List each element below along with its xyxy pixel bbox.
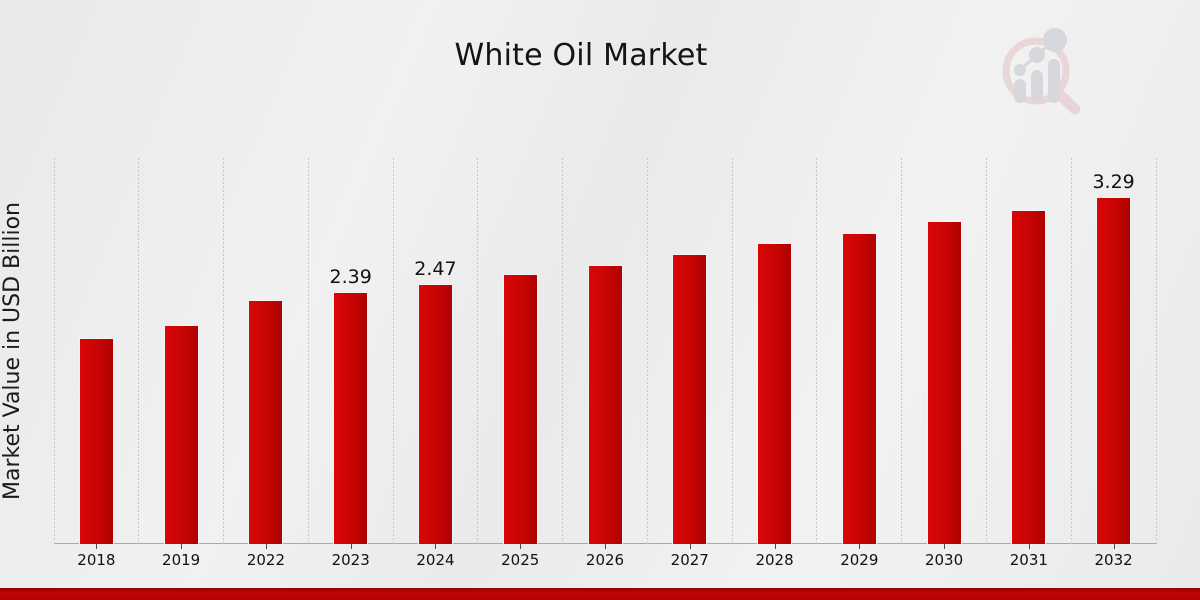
vertical-gridline bbox=[138, 158, 140, 544]
x-axis-label-2031: 2031 bbox=[1009, 551, 1048, 569]
bar-2018 bbox=[78, 338, 114, 544]
bar-2027 bbox=[672, 253, 708, 544]
vertical-gridline bbox=[731, 158, 733, 544]
vertical-gridline bbox=[392, 158, 394, 544]
vertical-gridline bbox=[1155, 158, 1157, 544]
chart-title: White Oil Market bbox=[454, 38, 708, 73]
x-axis-tick bbox=[181, 544, 183, 549]
bar-2031 bbox=[1011, 209, 1047, 544]
x-axis-tick bbox=[96, 544, 98, 549]
x-axis-label-2029: 2029 bbox=[840, 551, 879, 569]
x-axis-label-2018: 2018 bbox=[77, 551, 116, 569]
magnifier-growth-bars-logo-icon bbox=[1002, 28, 1081, 115]
y-axis-label: Market Value in USD Billion bbox=[0, 201, 25, 501]
bar-2026 bbox=[587, 264, 623, 544]
x-axis-tick bbox=[1113, 544, 1115, 549]
bar-2023 bbox=[333, 291, 369, 544]
vertical-gridline bbox=[53, 158, 55, 544]
vertical-gridline bbox=[307, 158, 309, 544]
plot-area: 2018 2019 2022 2023 2.39 2024 2.47 2025 2026 2027… bbox=[53, 158, 1157, 569]
vertical-gridline bbox=[901, 158, 903, 544]
bar-2028 bbox=[757, 243, 793, 544]
vertical-gridline bbox=[816, 158, 818, 544]
bar-value-label-2023: 2.39 bbox=[329, 265, 372, 288]
bar-2024 bbox=[417, 283, 453, 544]
x-axis-tick bbox=[520, 544, 522, 549]
vertical-gridline bbox=[985, 158, 987, 544]
bar-2025 bbox=[502, 274, 538, 544]
x-axis-label-2027: 2027 bbox=[670, 551, 709, 569]
x-axis-tick bbox=[265, 544, 267, 549]
x-axis-label-2030: 2030 bbox=[924, 551, 964, 569]
x-axis-label-2019: 2019 bbox=[162, 551, 201, 569]
x-axis-tick bbox=[435, 544, 437, 549]
bar-value-label-2032: 3.29 bbox=[1092, 171, 1135, 194]
x-axis-tick bbox=[859, 544, 861, 549]
vertical-gridline bbox=[1070, 158, 1072, 544]
x-axis-tick bbox=[1028, 544, 1030, 549]
vertical-gridline bbox=[562, 158, 564, 544]
x-axis-label-2023: 2023 bbox=[331, 551, 370, 569]
bar-value-label-2024: 2.47 bbox=[414, 257, 457, 280]
x-axis-label-2025: 2025 bbox=[501, 551, 540, 569]
vertical-gridline bbox=[477, 158, 479, 544]
x-axis-label-2026: 2026 bbox=[585, 551, 625, 569]
x-axis-label-2022: 2022 bbox=[246, 551, 286, 569]
x-axis-label-2024: 2024 bbox=[416, 551, 455, 569]
bar-2022 bbox=[248, 300, 284, 544]
vertical-gridline bbox=[646, 158, 648, 544]
bar-2030 bbox=[926, 221, 962, 544]
x-axis-label-2028: 2028 bbox=[755, 551, 794, 569]
vertical-gridline bbox=[223, 158, 225, 544]
footer-accent-bar bbox=[0, 588, 1200, 600]
x-axis-tick bbox=[689, 544, 691, 549]
x-axis-tick bbox=[350, 544, 352, 549]
bar-2032 bbox=[1096, 197, 1132, 544]
bar-2019 bbox=[163, 324, 199, 544]
x-axis-label-2032: 2032 bbox=[1094, 551, 1133, 569]
bar-2029 bbox=[841, 232, 877, 544]
x-axis-tick bbox=[774, 544, 776, 549]
x-axis-tick bbox=[605, 544, 606, 549]
x-axis-tick bbox=[944, 544, 946, 549]
